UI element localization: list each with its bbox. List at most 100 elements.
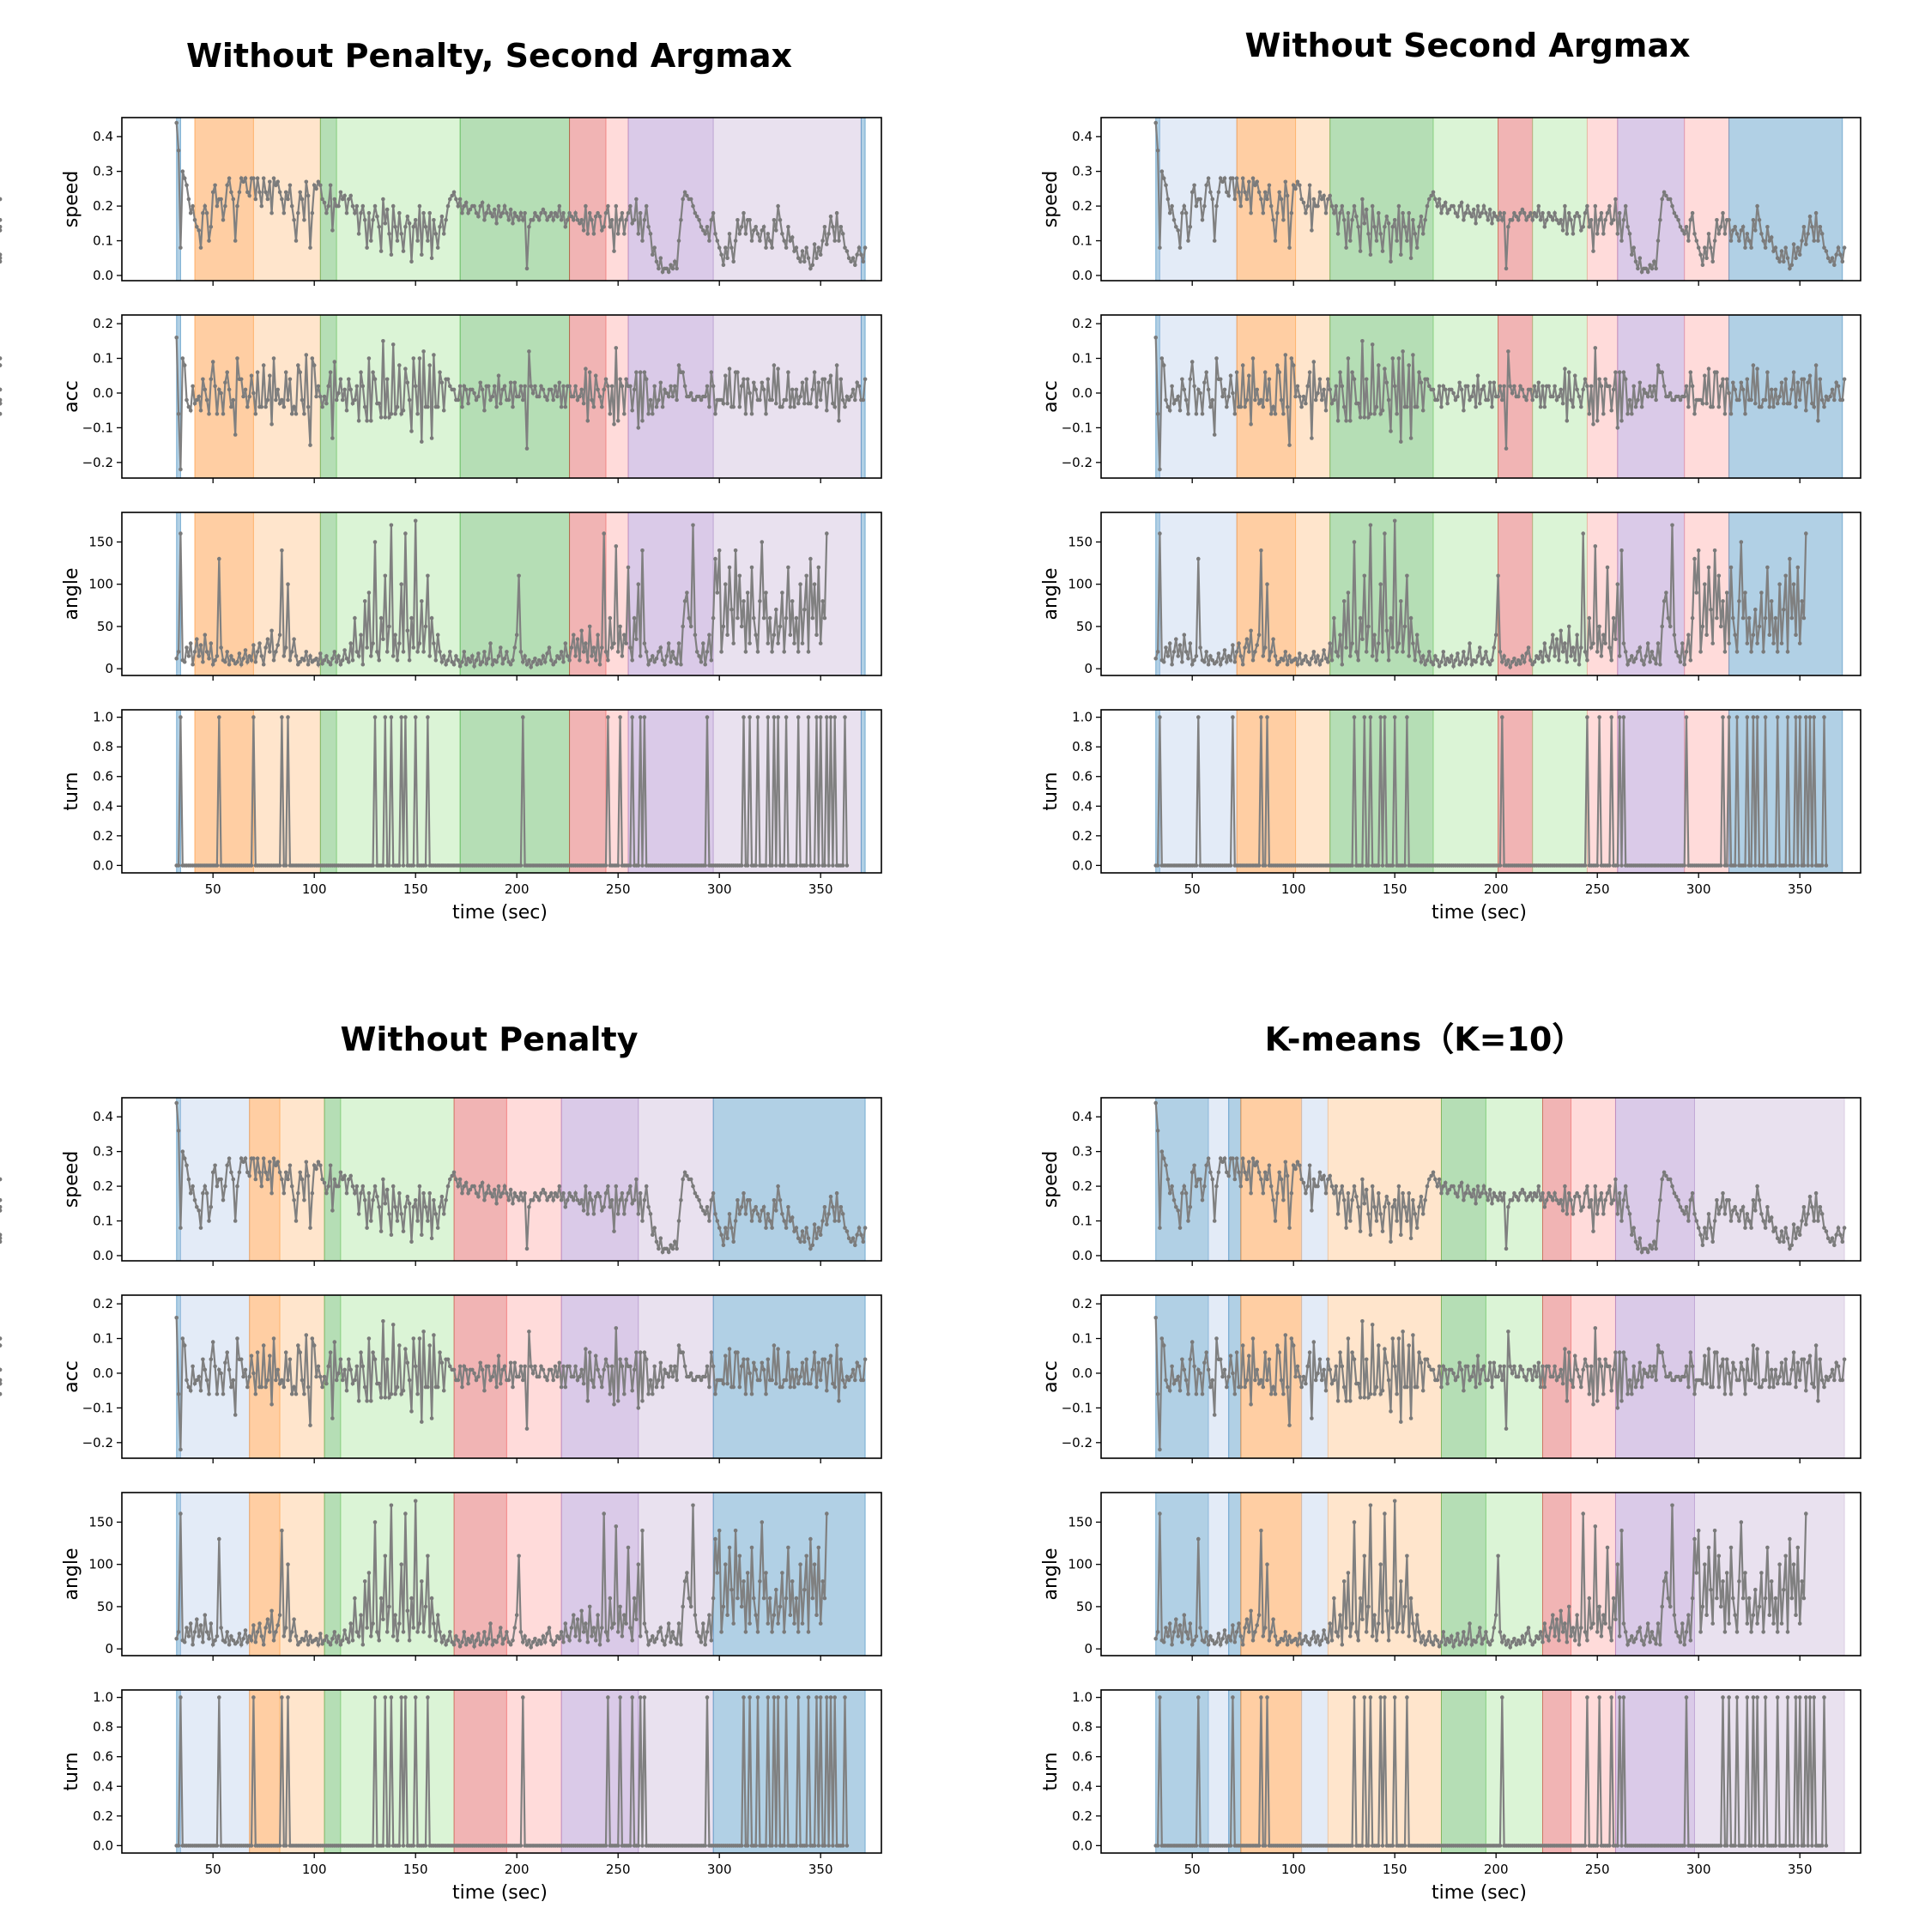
data-point [1816,419,1820,423]
data-point [1304,654,1308,658]
data-point [603,1190,608,1196]
data-point [834,1343,839,1348]
data-point [1836,384,1841,389]
data-point [274,1378,278,1383]
data-point [429,1416,434,1420]
data-point [512,1360,518,1366]
data-point [825,408,829,413]
data-point [733,548,738,553]
data-point [259,1184,264,1189]
data-point [1408,436,1413,440]
data-point [1392,217,1397,222]
data-point [563,1621,568,1626]
data-point [1475,1184,1480,1189]
data-point [1832,263,1837,268]
data-point [545,397,549,403]
data-point [767,1219,772,1223]
data-point [529,664,533,669]
data-point [688,391,693,396]
data-point [429,256,434,261]
data-point [547,1626,552,1630]
data-point [1751,633,1756,637]
data-point [1728,1219,1734,1223]
data-point [688,624,693,629]
data-point [1253,650,1257,654]
data-point [816,863,821,868]
data-point [320,404,324,409]
data-point [713,411,717,416]
data-point [660,658,665,663]
data-point [1609,715,1613,719]
data-point [1164,397,1168,403]
data-point [1739,228,1744,233]
data-point [587,1350,592,1354]
data-point [1334,203,1339,209]
data-point [754,863,758,868]
data-point [1682,863,1686,868]
data-point [174,657,179,661]
data-point [1340,1184,1345,1189]
data-point [697,1198,701,1202]
data-point [411,1336,416,1341]
data-point [1807,373,1813,379]
data-point [1364,377,1369,382]
data-point [259,404,264,409]
data-point [1301,658,1306,663]
data-point [608,225,613,229]
segment-band [505,1689,562,1854]
data-point [348,387,354,392]
data-point [1474,1202,1478,1206]
data-point [831,401,835,406]
series-line [1154,520,1807,670]
data-point [277,863,282,868]
x-tick-label: 300 [1686,881,1711,897]
data-point [1414,1226,1419,1230]
data-point [427,654,433,658]
data-point [1771,1229,1776,1233]
data-point [634,637,639,641]
data-point [269,1190,274,1196]
data-point [535,214,540,219]
data-point [755,1630,760,1634]
data-point [1581,1205,1585,1209]
data-point [1279,1177,1284,1182]
data-point [713,1391,717,1396]
data-point [1380,1388,1385,1393]
data-point [1579,645,1583,650]
data-point [316,179,321,185]
data-point [409,1409,414,1414]
data-point [542,210,548,215]
data-point [1285,404,1290,409]
data-point [1161,1343,1166,1348]
data-point [1664,591,1668,595]
data-point [1794,633,1798,637]
data-point [227,662,232,667]
data-point [731,404,735,409]
data-point [624,377,628,382]
data-point [630,1695,634,1699]
data-point [1298,394,1302,399]
data-point [399,1695,404,1699]
data-point [1395,1219,1399,1223]
data-point [251,1695,256,1699]
data-point [561,210,566,215]
data-point [1234,1350,1239,1354]
data-point [1158,467,1162,472]
data-point [517,573,521,578]
series-line [175,520,828,670]
data-point [614,1184,619,1189]
data-point [1408,1416,1413,1420]
data-point [596,387,600,392]
data-point [739,624,744,629]
data-point [310,1336,315,1341]
data-point [1763,245,1768,250]
data-point [715,1219,720,1223]
data-point [1557,221,1561,226]
data-point [614,203,619,209]
data-point [640,1844,645,1848]
data-point [1599,654,1604,658]
data-point [372,1184,378,1189]
data-point [1630,252,1634,257]
data-point [415,650,420,654]
data-point [620,1190,625,1196]
